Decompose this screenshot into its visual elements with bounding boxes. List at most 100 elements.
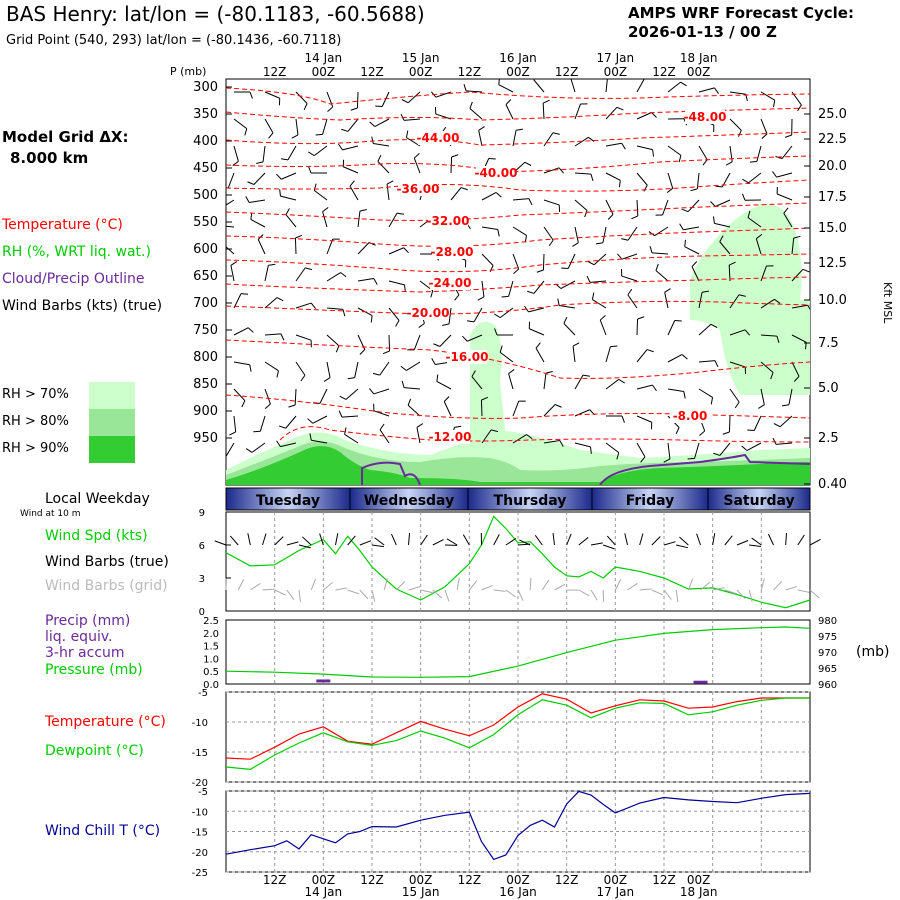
wind-barb-feather [515,128,524,131]
wind-speed-tick: 0 [199,607,205,618]
wind-barb-true [606,535,616,546]
wind-barb-grid [809,589,820,599]
wind-barb-staff [605,142,622,147]
rh90-area [226,446,810,485]
wind-barb-feather [341,128,349,132]
wind-barb-true [590,542,603,546]
wind-barb-feather [377,154,382,162]
wind-barb-staff [636,442,646,458]
wind-barb-staff [481,226,498,230]
wind-barb-staff [480,399,483,417]
wind-barb-feather [240,293,249,295]
wind-barb-true [247,533,251,546]
wind-barb-staff [753,415,762,431]
pressure-label: 700 [193,296,218,311]
top-date-label: 14 Jan [305,51,343,65]
label-temperature: Temperature (°C) [45,714,166,730]
wind-barb-feather [498,79,500,85]
wind-barb-feather [268,132,274,139]
wind-barb-staff [322,118,328,135]
wind-barb-grid [371,589,376,602]
wind-barb-grid [395,581,406,591]
wind-barb-staff [467,334,483,342]
top-time-tick: 12Z [458,65,482,79]
wind-barb-feather [559,440,564,447]
pressure-label: 400 [193,134,218,149]
pressure-unit: (mb) [856,644,889,660]
wind-barb-staff [319,388,328,404]
wind-barb-true [493,534,500,546]
model-grid-label: Model Grid ΔX: [2,128,129,146]
wind-barb-true [696,533,701,546]
pressure-gridlines [226,86,232,439]
wind-barb-feather [595,242,604,245]
wind-barb-feather [232,160,239,166]
wind-barb-feather [379,423,385,431]
wind-barb-true [374,537,385,546]
wind-barb-staff [312,415,328,424]
grid-point-info: Grid Point (540, 293) lat/lon = (-80.143… [6,33,342,48]
temperature-contour-line [226,179,810,192]
wind-barb-staff [694,442,700,459]
wind-barb-feather [489,265,494,273]
wind-barb-feather [241,400,246,408]
wind-barb-feather [797,104,802,112]
contour-label-bg [408,306,448,320]
wind-barb-staff [636,349,648,363]
wind-barb-feather [249,91,253,99]
wind-barb-feather [276,173,282,180]
wind-barb-staff [443,401,452,417]
wind-barb-feather [471,370,476,377]
weekday-label: Saturday [723,493,794,509]
rh-shading [226,204,810,485]
wind-barb-feather [495,192,502,198]
wind-barb-staff [435,113,452,120]
wind-barb-feather [494,313,501,319]
wind-barb-grid [578,589,590,597]
precip-bar [316,679,331,683]
wind-barb-staff [719,241,731,255]
wind-barb-feather [552,132,560,135]
weekday-label: Wednesday [364,493,454,509]
wind-barb-staff [729,361,746,368]
weekday-cell [707,487,811,511]
wind-barb-feather [737,130,742,137]
wind-barb-staff [543,199,560,206]
wind-speed-tick: 9 [199,508,205,519]
wind-barb-feather [742,178,749,184]
wind-barb-feather [396,212,404,215]
wind-barb-grid [517,589,524,602]
pressure-tick-label: 970 [818,648,837,659]
wind-barb-feather [451,154,459,158]
wind-barb-staff [374,118,390,127]
wind-barb-staff [233,145,239,162]
wind-barb-staff [698,292,703,309]
legend-temperature: Temperature (°C) [2,217,123,233]
wind-barb-staff [781,145,793,159]
wind-barb-feather [640,456,646,463]
surface-wind-barbs [214,532,821,603]
wind-barb-true [229,535,239,546]
top-time-tick: 00Z [409,65,433,79]
wind-barb-grid [383,578,388,591]
panel-series [225,515,811,861]
wind-barb-feather [761,133,768,139]
wind-barb-staff [729,91,746,95]
wind-barb-grid [298,589,302,602]
wind-barb-staff [406,137,421,147]
wind-barb-staff [413,334,421,351]
wind-barb-true [566,533,572,546]
wind-barb-staff [313,189,328,201]
wind-barb-true [736,540,749,546]
temperature-contour-line [226,300,810,315]
wind-barb-feather [725,161,733,166]
wind-barb-grid [408,586,421,591]
wind-barb-grid [286,589,295,600]
top-time-tick: 12Z [652,65,676,79]
wind-barb-staff [285,415,297,429]
wind-barb-true [785,532,788,546]
wind-barb-feather [610,345,618,348]
wind-barb-staff [543,373,547,390]
wind-barb-staff [760,91,775,101]
